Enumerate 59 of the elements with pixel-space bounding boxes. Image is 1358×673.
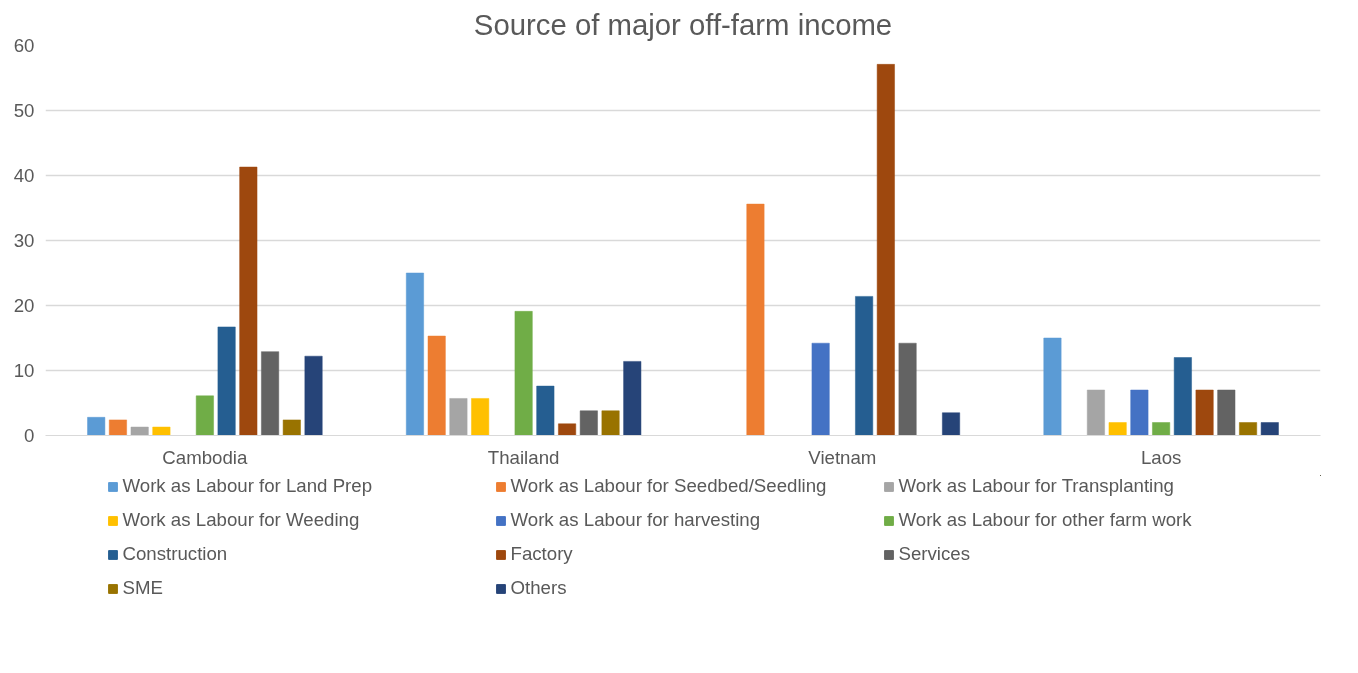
legend-label: Work as Labour for Seedbed/Seedling [510, 475, 828, 497]
bar [406, 272, 424, 436]
bar [876, 64, 895, 436]
bar [449, 398, 468, 436]
chart-title: Source of major off-farm income [473, 7, 893, 41]
bar [855, 296, 874, 436]
y-tick-label: 10 [13, 360, 35, 381]
bar [1043, 337, 1062, 436]
bar [746, 203, 765, 436]
x-tick-label: Cambodia [162, 446, 249, 468]
bar [304, 355, 323, 436]
bar [811, 342, 830, 436]
legend-label: Work as Labour for Land Prep [122, 475, 374, 497]
legend-label: Services [898, 543, 972, 565]
bar [239, 166, 258, 436]
legend-label: Others [510, 577, 568, 599]
bar [601, 410, 620, 436]
bar [1108, 422, 1127, 436]
bar [1239, 422, 1257, 436]
bar [1130, 389, 1149, 436]
bar [1173, 357, 1192, 436]
x-tick-label: Vietnam [808, 446, 877, 468]
y-tick-label: 0 [24, 425, 35, 446]
legend-label: Work as Labour for harvesting [510, 509, 762, 531]
legend-label: SME [122, 577, 164, 599]
bar [217, 326, 236, 436]
bar [623, 361, 642, 436]
bar [109, 419, 127, 436]
bar [1195, 389, 1214, 436]
bar [1086, 389, 1105, 436]
y-tick-label: 60 [13, 35, 35, 56]
bar [536, 385, 555, 436]
bar [261, 351, 280, 436]
legend-label: Work as Labour for other farm work [898, 509, 1193, 531]
bar [514, 311, 533, 436]
y-tick-label: 30 [13, 230, 35, 251]
bar [87, 417, 106, 436]
y-tick-label: 40 [13, 165, 35, 186]
legend-label: Work as Labour for Transplanting [898, 475, 1175, 497]
x-tick-label: Laos [1140, 446, 1182, 468]
bar [1260, 422, 1279, 436]
bar [152, 426, 171, 436]
legend-label: Construction [122, 543, 229, 565]
bar [427, 335, 446, 436]
bar [195, 395, 214, 436]
bar [558, 423, 577, 436]
bar [471, 398, 490, 436]
x-tick-label: Thailand [487, 446, 560, 468]
bar [1217, 389, 1236, 436]
legend-label: Work as Labour for Weeding [122, 509, 361, 531]
bar [579, 410, 598, 436]
bar [282, 419, 301, 436]
legend-label: Factory [510, 543, 574, 565]
bar [898, 342, 917, 436]
y-tick-label: 50 [13, 100, 35, 121]
bar [1152, 422, 1171, 436]
bar [130, 426, 149, 436]
bar [942, 412, 960, 436]
y-tick-label: 20 [13, 295, 35, 316]
